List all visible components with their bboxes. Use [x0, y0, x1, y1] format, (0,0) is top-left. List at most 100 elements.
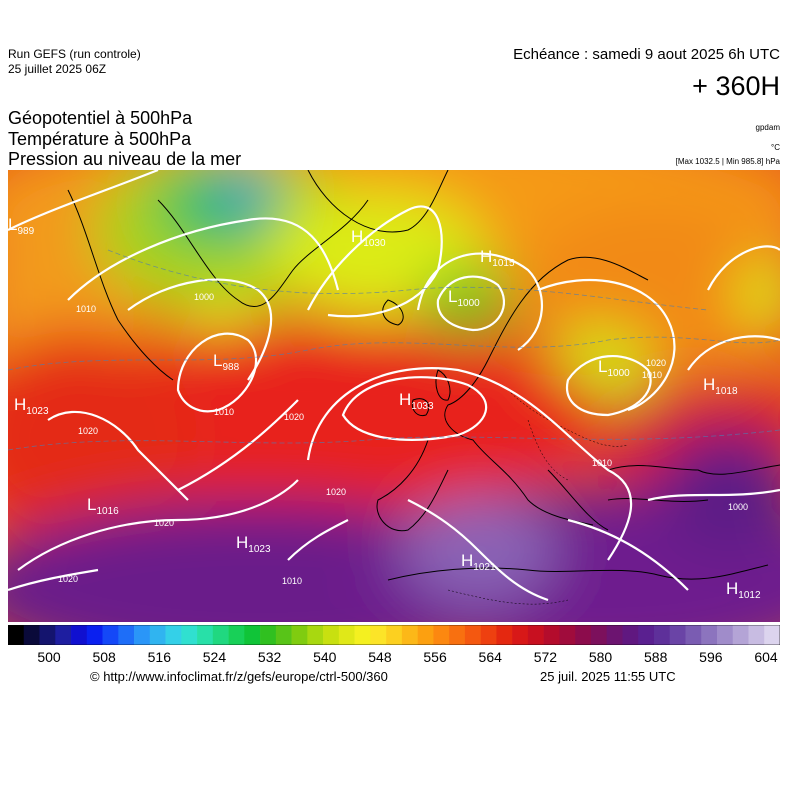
pressure-center-high: H1030 [351, 227, 386, 249]
colorbar-tick-label: 500 [37, 649, 61, 665]
colorbar-cell [401, 625, 418, 645]
pressure-center-low: L988 [213, 351, 240, 373]
generated-time: 25 juil. 2025 11:55 UTC [540, 669, 676, 684]
lead-time: + 360H [692, 71, 780, 101]
source-url: © http://www.infoclimat.fr/z/gefs/europe… [90, 669, 388, 684]
pressure-center-high: H1018 [703, 375, 738, 397]
colorbar-tick-label: 524 [202, 649, 227, 665]
colorbar-cell [23, 625, 40, 645]
title-geopotential: Géopotentiel à 500hPa [8, 108, 193, 128]
isotherms [8, 249, 780, 451]
colorbar-cell [748, 625, 765, 645]
colorbar-cell [71, 625, 88, 645]
colorbar-tick-label: 532 [257, 649, 282, 665]
title-pressure: Pression au niveau de la mer [8, 149, 242, 169]
coastlines [67, 170, 780, 581]
colorbar [8, 625, 780, 645]
isobar-label: 1010 [642, 370, 662, 380]
colorbar-cell [275, 625, 292, 645]
isobar-label: 1020 [284, 412, 304, 422]
colorbar-tick-label: 596 [699, 649, 723, 665]
colorbar-cell [8, 625, 25, 645]
colorbar-cell [606, 625, 623, 645]
colorbar-cell [543, 625, 560, 645]
colorbar-cell [181, 625, 198, 645]
pressure-center-high: H1023 [236, 533, 271, 555]
pressure-center-high: H1021 [461, 551, 496, 573]
colorbar-cell [732, 625, 749, 645]
isobar-label: 1020 [58, 574, 78, 584]
colorbar-cell [653, 625, 671, 645]
colorbar-cell [701, 625, 718, 645]
pressure-center-high: H1023 [14, 395, 49, 417]
colorbar-tick-label: 516 [147, 649, 171, 665]
isobar-value-labels: 1010 1000 1010 1020 1020 1020 1020 1020 1010 1010… [58, 292, 748, 586]
borders [447, 389, 629, 605]
colorbar-cell [149, 625, 166, 645]
pressure-center-low: L1016 [87, 495, 119, 517]
isobar-label: 1000 [728, 502, 748, 512]
colorbar-cell [323, 625, 340, 645]
colorbar-tick-label: 580 [588, 649, 613, 665]
colorbar-cell [559, 625, 576, 645]
colorbar-cell [197, 625, 214, 645]
colorbar-tick-label: 540 [313, 649, 337, 665]
isobar-label: 1010 [214, 407, 234, 417]
run-name: Run GEFS (run controle) [8, 47, 141, 61]
colorbar-tick-label: 572 [533, 649, 558, 665]
colorbar-cell [354, 625, 371, 645]
colorbar-cell [590, 625, 607, 645]
colorbar-cell [417, 625, 434, 645]
colorbar-cell [575, 625, 592, 645]
isobar-label: 1010 [592, 458, 612, 468]
colorbar-tick-label: 556 [423, 649, 447, 665]
colorbar-cell [449, 625, 466, 645]
colorbar-cell [118, 625, 135, 645]
colorbar-cell [464, 625, 481, 645]
isobar-label: 1020 [154, 518, 174, 528]
colorbar-cell [496, 625, 513, 645]
colorbar-cell [527, 625, 544, 645]
colorbar-tick-label: 588 [644, 649, 668, 665]
isobar-label: 1000 [194, 292, 214, 302]
colorbar-cell [622, 625, 639, 645]
pressure-center-low: L1000 [448, 287, 480, 309]
colorbar-cell [86, 625, 103, 645]
valid-time: Echéance : samedi 9 aout 2025 6h UTC [513, 46, 780, 63]
geopotential-field [8, 170, 780, 622]
colorbar-cell [134, 625, 151, 645]
weather-map: H1030H1015L1000L988H1023H1033H1018L1016H… [8, 170, 780, 622]
colorbar-cell [291, 625, 308, 645]
pressure-center-labels: H1030H1015L1000L988H1023H1033H1018L1016H… [8, 215, 761, 601]
colorbar-cell [638, 625, 655, 645]
colorbar-cell [685, 625, 702, 645]
pressure-center-high: H1033 [399, 390, 434, 412]
colorbar-cell [102, 625, 119, 645]
colorbar-tick-label: 604 [754, 649, 778, 665]
colorbar-cell [244, 625, 261, 645]
colorbar-tick-label: 564 [478, 649, 502, 665]
pressure-range: [Max 1032.5 | Min 985.8] hPa [675, 157, 780, 166]
colorbar-cell [260, 625, 277, 645]
colorbar-cell [433, 625, 450, 645]
pressure-center-low: L989 [8, 215, 35, 237]
isobar-label: 1020 [646, 358, 666, 368]
colorbar-cell [228, 625, 245, 645]
isobar-label: 1010 [76, 304, 96, 314]
colorbar-cell [480, 625, 497, 645]
pressure-center-low: L1000 [598, 357, 630, 379]
title-temperature: Température à 500hPa [8, 129, 192, 149]
colorbar-tick-label: 508 [92, 649, 116, 665]
isobars [8, 170, 780, 602]
colorbar-cell [764, 625, 780, 645]
colorbar-cell [716, 625, 734, 645]
colorbar-cell [338, 625, 355, 645]
colorbar-cell [55, 625, 72, 645]
isobar-label: 1020 [326, 487, 346, 497]
isobar-label: 1020 [78, 426, 98, 436]
colorbar-cell [39, 625, 56, 645]
run-date: 25 juillet 2025 06Z [8, 62, 107, 76]
isobar-label: 1010 [282, 576, 302, 586]
colorbar-cell [512, 625, 529, 645]
colorbar-cell [212, 625, 229, 645]
